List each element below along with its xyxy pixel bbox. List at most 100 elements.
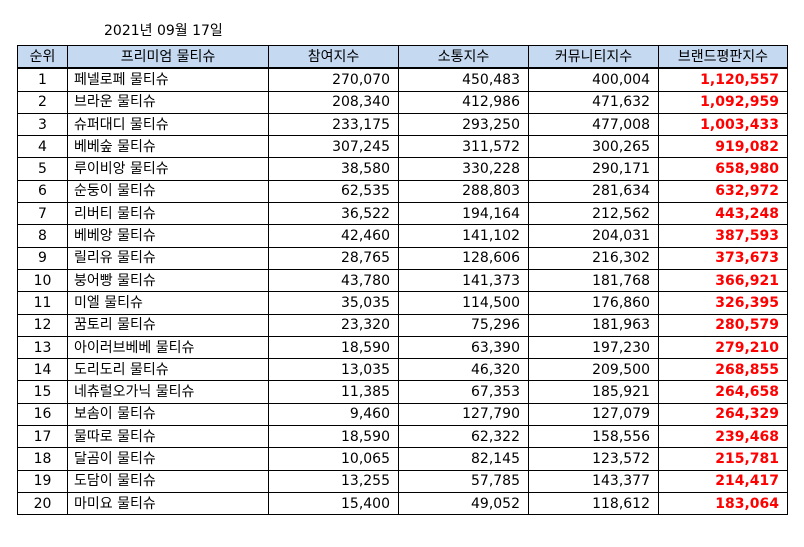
rank-cell: 2 <box>17 90 68 114</box>
participation-cell: 18,590 <box>268 425 399 449</box>
brand-reputation-cell: 264,329 <box>658 402 788 427</box>
brand-reputation-cell: 1,003,433 <box>658 112 788 137</box>
rank-cell: 4 <box>17 135 68 159</box>
communication-cell: 127,790 <box>398 402 529 427</box>
table-row: 6 순둥이 물티슈 62,535 288,803 281,634 632,972 <box>17 179 788 204</box>
communication-cell: 141,373 <box>398 268 529 293</box>
rank-cell: 10 <box>17 268 68 293</box>
brand-name-cell: 꿈토리 물티슈 <box>67 313 269 337</box>
communication-cell: 63,390 <box>398 335 529 360</box>
community-cell: 123,572 <box>528 447 659 471</box>
communication-cell: 412,986 <box>398 90 529 114</box>
table-row: 4 베베숲 물티슈 307,245 311,572 300,265 919,082 <box>17 135 788 159</box>
table-row: 12 꿈토리 물티슈 23,320 75,296 181,963 280,579 <box>17 313 788 337</box>
brand-reputation-table: 순위 프리미엄 물티슈 참여지수 소통지수 커뮤니티지수 브랜드평판지수 1 페넬… <box>17 45 788 516</box>
table-row: 15 네츄럴오가닉 물티슈 11,385 67,353 185,921 264,658 <box>17 380 788 404</box>
participation-cell: 23,320 <box>268 313 399 337</box>
rank-cell: 8 <box>17 224 68 248</box>
brand-name-cell: 네츄럴오가닉 물티슈 <box>67 380 269 404</box>
brand-reputation-cell: 658,980 <box>658 157 788 181</box>
community-cell: 209,500 <box>528 358 659 382</box>
communication-cell: 57,785 <box>398 469 529 493</box>
brand-name-cell: 아이러브베베 물티슈 <box>67 335 269 360</box>
participation-cell: 35,035 <box>268 291 399 315</box>
rank-cell: 7 <box>17 202 68 226</box>
participation-cell: 28,765 <box>268 246 399 270</box>
brand-name-cell: 붕어빵 물티슈 <box>67 268 269 293</box>
table-row: 14 도리도리 물티슈 13,035 46,320 209,500 268,855 <box>17 358 788 382</box>
community-cell: 281,634 <box>528 179 659 204</box>
community-cell: 181,963 <box>528 313 659 337</box>
rank-cell: 15 <box>17 380 68 404</box>
brand-name-cell: 리버티 물티슈 <box>67 202 269 226</box>
brand-name-cell: 미엘 물티슈 <box>67 291 269 315</box>
participation-cell: 11,385 <box>268 380 399 404</box>
communication-cell: 293,250 <box>398 112 529 137</box>
community-cell: 300,265 <box>528 135 659 159</box>
participation-cell: 42,460 <box>268 224 399 248</box>
rank-cell: 11 <box>17 291 68 315</box>
communication-cell: 288,803 <box>398 179 529 204</box>
brand-reputation-cell: 1,120,557 <box>658 67 788 92</box>
community-cell: 212,562 <box>528 202 659 226</box>
brand-reputation-cell: 239,468 <box>658 425 788 449</box>
communication-cell: 194,164 <box>398 202 529 226</box>
brand-name-cell: 도담이 물티슈 <box>67 469 269 493</box>
communication-cell: 450,483 <box>398 67 529 92</box>
rank-cell: 18 <box>17 447 68 471</box>
header-rank: 순위 <box>17 45 68 70</box>
community-cell: 471,632 <box>528 90 659 114</box>
brand-reputation-cell: 1,092,959 <box>658 90 788 114</box>
brand-reputation-cell: 214,417 <box>658 469 788 493</box>
brand-reputation-cell: 443,248 <box>658 202 788 226</box>
community-cell: 176,860 <box>528 291 659 315</box>
rank-cell: 5 <box>17 157 68 181</box>
header-row: 순위 프리미엄 물티슈 참여지수 소통지수 커뮤니티지수 브랜드평판지수 <box>17 45 788 70</box>
brand-reputation-cell: 268,855 <box>658 358 788 382</box>
brand-reputation-cell: 279,210 <box>658 335 788 360</box>
communication-cell: 49,052 <box>398 491 529 516</box>
community-cell: 185,921 <box>528 380 659 404</box>
brand-reputation-cell: 632,972 <box>658 179 788 204</box>
rank-cell: 17 <box>17 425 68 449</box>
participation-cell: 13,035 <box>268 358 399 382</box>
header-brand-reputation: 브랜드평판지수 <box>658 45 788 70</box>
brand-reputation-cell: 280,579 <box>658 313 788 337</box>
community-cell: 118,612 <box>528 491 659 516</box>
brand-name-cell: 슈퍼대디 물티슈 <box>67 112 269 137</box>
table-row: 9 릴리유 물티슈 28,765 128,606 216,302 373,673 <box>17 246 788 270</box>
brand-reputation-cell: 919,082 <box>658 135 788 159</box>
participation-cell: 43,780 <box>268 268 399 293</box>
rank-cell: 19 <box>17 469 68 493</box>
participation-cell: 62,535 <box>268 179 399 204</box>
participation-cell: 233,175 <box>268 112 399 137</box>
rank-cell: 13 <box>17 335 68 360</box>
brand-reputation-cell: 183,064 <box>658 491 788 516</box>
brand-name-cell: 보솜이 물티슈 <box>67 402 269 427</box>
participation-cell: 15,400 <box>268 491 399 516</box>
brand-name-cell: 물따로 물티슈 <box>67 425 269 449</box>
communication-cell: 311,572 <box>398 135 529 159</box>
rank-cell: 3 <box>17 112 68 137</box>
brand-name-cell: 페넬로페 물티슈 <box>67 67 269 92</box>
community-cell: 400,004 <box>528 67 659 92</box>
participation-cell: 9,460 <box>268 402 399 427</box>
community-cell: 204,031 <box>528 224 659 248</box>
brand-reputation-cell: 366,921 <box>658 268 788 293</box>
brand-reputation-cell: 215,781 <box>658 447 788 471</box>
participation-cell: 307,245 <box>268 135 399 159</box>
participation-cell: 13,255 <box>268 469 399 493</box>
participation-cell: 10,065 <box>268 447 399 471</box>
brand-reputation-cell: 264,658 <box>658 380 788 404</box>
header-brand-name: 프리미엄 물티슈 <box>67 45 269 70</box>
brand-reputation-cell: 387,593 <box>658 224 788 248</box>
rank-cell: 20 <box>17 491 68 516</box>
community-cell: 216,302 <box>528 246 659 270</box>
communication-cell: 82,145 <box>398 447 529 471</box>
communication-cell: 62,322 <box>398 425 529 449</box>
table-row: 16 보솜이 물티슈 9,460 127,790 127,079 264,329 <box>17 402 788 427</box>
participation-cell: 38,580 <box>268 157 399 181</box>
communication-cell: 114,500 <box>398 291 529 315</box>
participation-cell: 270,070 <box>268 67 399 92</box>
participation-cell: 18,590 <box>268 335 399 360</box>
